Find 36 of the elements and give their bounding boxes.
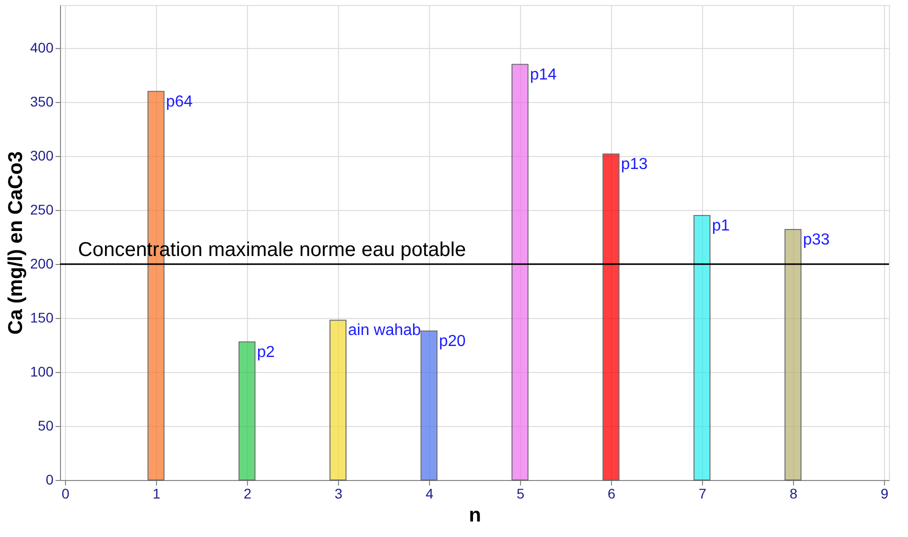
annotation: p20 — [439, 333, 466, 350]
x-tick-label: 6 — [608, 486, 616, 502]
bar — [602, 153, 620, 480]
x-tick-label: 9 — [880, 486, 889, 502]
annotation: p1 — [712, 218, 730, 235]
y-tick-label: 200 — [30, 256, 54, 272]
x-tick-label: 7 — [698, 486, 707, 502]
x-tick-label: 1 — [152, 486, 161, 502]
y-tick-label: 250 — [30, 202, 54, 218]
annotation: p13 — [621, 156, 648, 173]
y-tick-label: 100 — [30, 364, 54, 380]
bar — [784, 229, 802, 480]
y-tick-label: 0 — [46, 472, 54, 488]
x-tick-label: 0 — [62, 486, 70, 502]
bar — [512, 64, 528, 480]
bar — [330, 320, 346, 480]
bar — [238, 341, 256, 480]
x-tick-label: 8 — [790, 486, 798, 502]
x-axis-title: n — [468, 504, 482, 526]
bar — [420, 330, 438, 480]
annotation: p64 — [166, 93, 193, 110]
y-tick-label: 150 — [30, 310, 54, 326]
y-axis-title: Ca (mg/l) en CaCo3 — [5, 151, 28, 335]
annotation: ain wahab — [348, 322, 422, 340]
y-tick-label: 400 — [30, 40, 54, 56]
annotation: p33 — [803, 232, 830, 249]
bar — [694, 215, 710, 480]
annotation: p2 — [257, 344, 275, 361]
x-tick-label: 5 — [516, 486, 525, 502]
x-tick-label: 4 — [426, 486, 434, 502]
y-tick-label: 300 — [30, 148, 54, 164]
x-tick-label: 2 — [244, 486, 252, 502]
x-tick-label: 3 — [334, 486, 343, 502]
y-tick-label: 50 — [38, 418, 54, 434]
annotation: p14 — [530, 66, 557, 84]
y-tick-label: 350 — [30, 94, 54, 110]
